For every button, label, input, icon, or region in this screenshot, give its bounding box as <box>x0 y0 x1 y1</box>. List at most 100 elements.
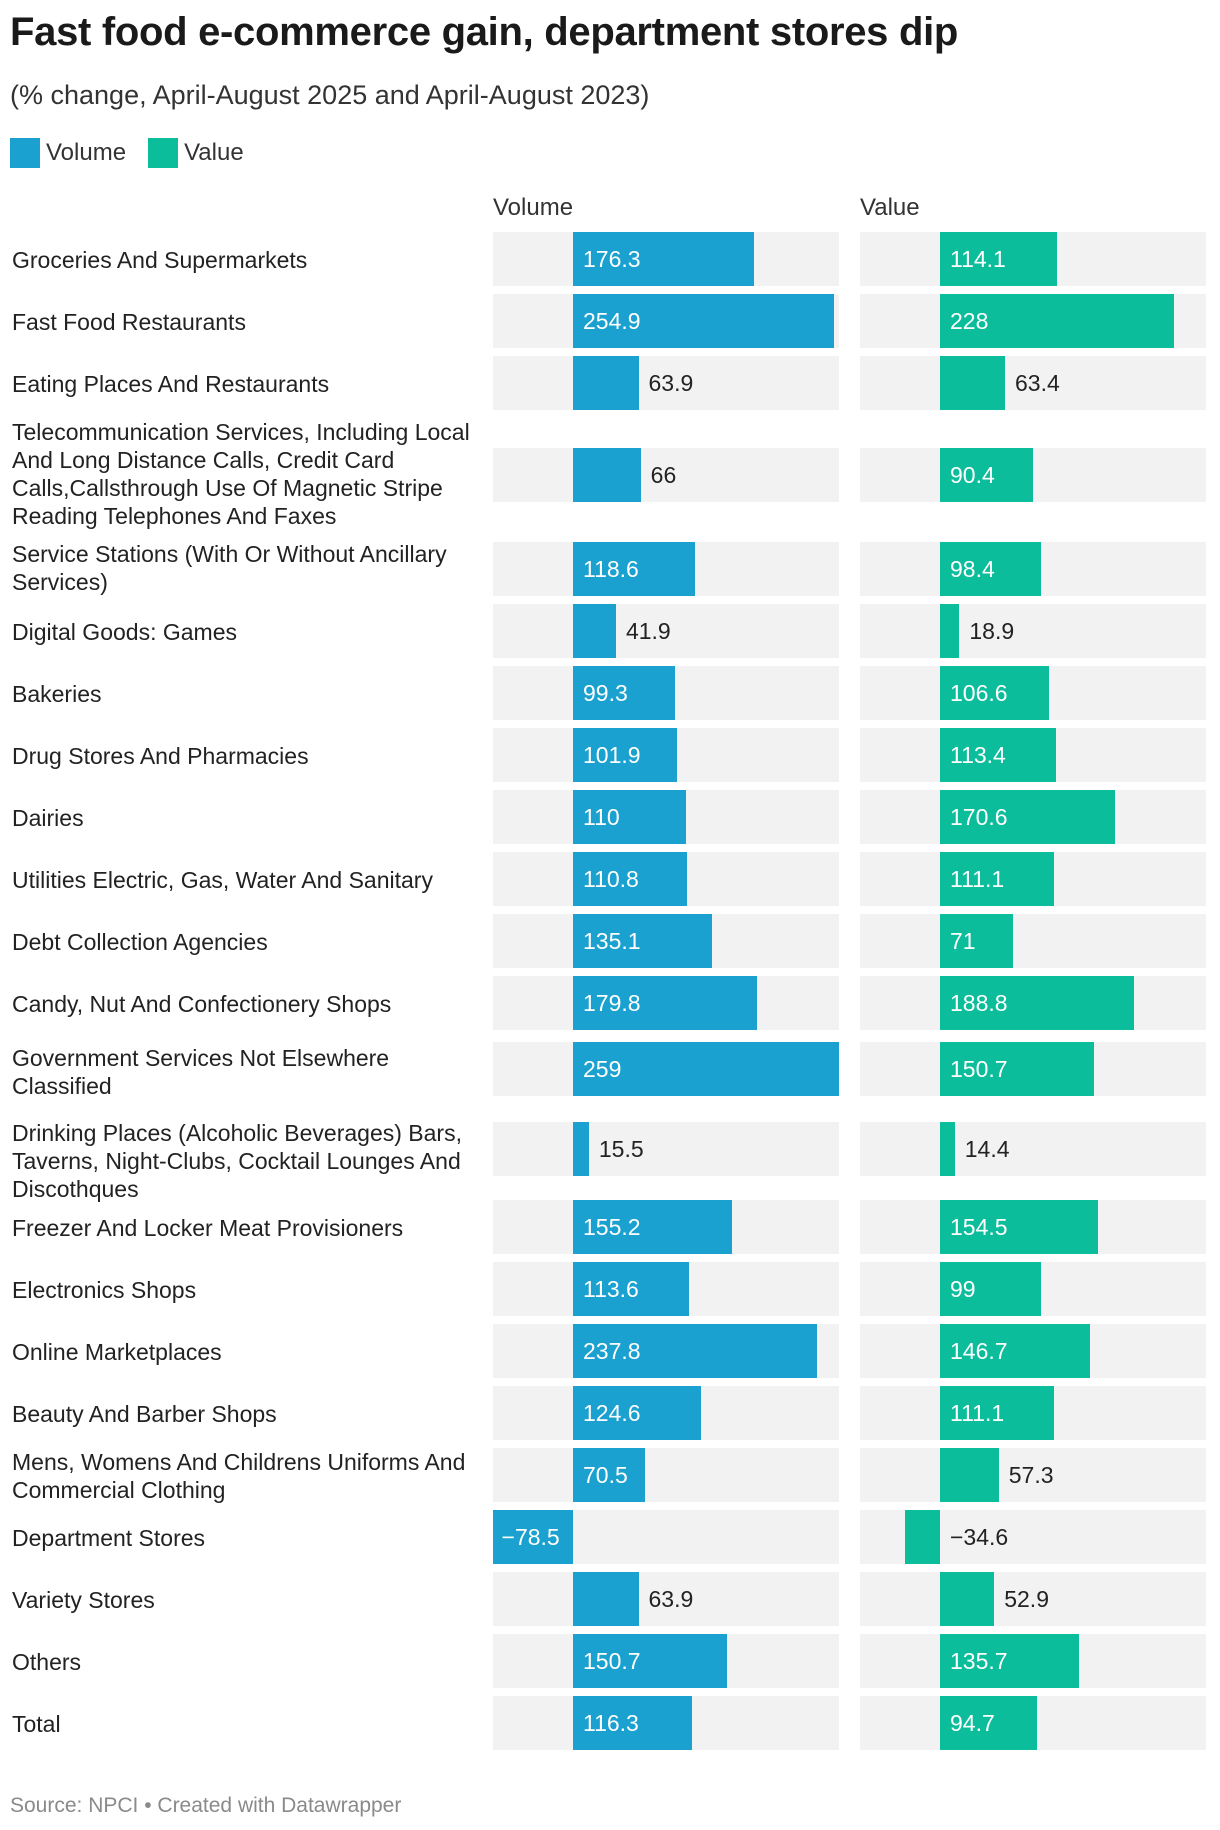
data-label-volume: 101.9 <box>583 742 641 768</box>
bar-volume <box>573 1324 817 1378</box>
bar-volume <box>573 728 678 782</box>
bar-volume <box>573 542 695 596</box>
bar-volume <box>573 914 712 968</box>
category-label: Fast Food Restaurants <box>12 309 246 335</box>
bar-value <box>940 728 1057 782</box>
data-label-volume: 110 <box>583 804 620 830</box>
bar-volume <box>573 976 758 1030</box>
data-label-volume: 116.3 <box>583 1710 639 1736</box>
category-label: Utilities Electric, Gas, Water And Sanit… <box>12 867 433 893</box>
bar-value <box>940 1634 1080 1688</box>
data-label-value: 52.9 <box>1004 1586 1049 1612</box>
column-header-value: Value <box>860 194 920 221</box>
source-note: Source: NPCI • Created with Datawrapper <box>10 1794 402 1817</box>
bar-volume <box>573 1386 701 1440</box>
data-label-volume: 63.9 <box>648 1586 694 1612</box>
bar-track-volume <box>493 1448 839 1502</box>
bar-value <box>940 1696 1038 1750</box>
bar-track-value <box>860 604 1206 658</box>
bar-value <box>940 232 1057 286</box>
bar-value <box>940 356 1005 410</box>
data-label-value: −34.6 <box>950 1524 1009 1550</box>
category-label: Groceries And Supermarkets <box>12 247 308 273</box>
category-label: Eating Places And Restaurants <box>12 371 330 397</box>
bar-chart: Groceries And Supermarkets 176.3 114.1 Fast… <box>12 232 1206 1750</box>
data-label-volume: 254.9 <box>583 308 641 334</box>
data-label-value: 150.7 <box>950 1056 1008 1082</box>
data-label-value: 106.6 <box>950 680 1008 706</box>
bar-track-volume <box>493 356 839 410</box>
data-label-volume: 150.7 <box>583 1648 641 1674</box>
bar-value <box>940 1042 1095 1096</box>
bar-volume <box>573 1200 733 1254</box>
category-label: Bakeries <box>12 681 102 707</box>
legend-item-value: Value <box>148 138 244 168</box>
bar-value <box>940 1324 1091 1378</box>
bar-value <box>940 1200 1099 1254</box>
data-label-volume: 237.8 <box>583 1338 641 1364</box>
data-label-value: 63.4 <box>1014 370 1060 396</box>
bar-value <box>940 1572 995 1626</box>
legend: Volume Value <box>10 138 266 168</box>
bar-volume <box>573 1696 693 1750</box>
bar-track-value <box>860 448 1206 502</box>
data-label-volume: 110.8 <box>583 866 639 892</box>
bar-volume <box>573 356 639 410</box>
data-label-value: 188.8 <box>950 990 1008 1016</box>
column-header-volume: Volume <box>493 194 574 221</box>
bar-volume <box>492 1510 573 1564</box>
bar-track-value <box>860 914 1206 968</box>
data-label-volume: 135.1 <box>583 928 641 954</box>
bar-volume <box>573 294 835 348</box>
data-label-value: 113.4 <box>950 742 1006 768</box>
bar-value <box>940 1262 1042 1316</box>
bar-track-volume <box>493 604 839 658</box>
bar-track-volume <box>493 1122 839 1176</box>
bar-volume <box>573 448 641 502</box>
data-label-value: 71 <box>950 928 976 954</box>
bar-track-value <box>860 1448 1206 1502</box>
data-label-value: 146.7 <box>950 1338 1008 1364</box>
data-label-volume: 124.6 <box>583 1400 641 1426</box>
category-label: Online Marketplaces <box>12 1339 222 1365</box>
category-label: Drinking Places (Alcoholic Beverages) Ba… <box>12 1120 462 1202</box>
bar-volume <box>573 1262 690 1316</box>
bar-volume <box>573 1634 728 1688</box>
category-label: Drug Stores And Pharmacies <box>12 743 309 769</box>
data-label-value: 99 <box>950 1276 976 1302</box>
data-label-value: 111.1 <box>950 866 1005 892</box>
chart-subtitle: (% change, April-August 2025 and April-A… <box>10 80 650 110</box>
data-label-value: 18.9 <box>969 618 1015 644</box>
bar-value <box>940 976 1134 1030</box>
legend-swatch-volume <box>10 138 40 168</box>
bar-volume <box>573 232 754 286</box>
category-label: Variety Stores <box>12 1587 155 1613</box>
legend-swatch-value <box>148 138 179 168</box>
data-label-value: 170.6 <box>950 804 1008 830</box>
data-label-volume: 259 <box>583 1056 622 1082</box>
bar-value <box>940 790 1115 844</box>
legend-item-volume: Volume <box>10 138 126 168</box>
bar-volume <box>573 790 686 844</box>
bar-track-value <box>860 1572 1206 1626</box>
bar-volume <box>573 1448 646 1502</box>
bar-value <box>904 1510 940 1564</box>
data-label-value: 154.5 <box>950 1214 1008 1240</box>
legend-label-volume: Volume <box>46 139 127 166</box>
category-label: Mens, Womens And Childrens Uniforms And … <box>12 1449 466 1503</box>
category-label: Service Stations (With Or Without Ancill… <box>12 541 447 595</box>
data-label-volume: 179.8 <box>583 990 641 1016</box>
category-label: Telecommunication Services, Including Lo… <box>12 419 470 529</box>
bar-value <box>940 1386 1054 1440</box>
category-label: Freezer And Locker Meat Provisioners <box>12 1215 404 1241</box>
data-label-volume: 63.9 <box>648 370 694 396</box>
bar-volume <box>573 1572 639 1626</box>
bar-value <box>940 666 1050 720</box>
data-label-value: 94.7 <box>950 1710 995 1736</box>
data-label-volume: 113.6 <box>583 1276 639 1302</box>
data-label-value: 114.1 <box>950 246 1006 272</box>
data-label-volume: 155.2 <box>583 1214 641 1240</box>
bar-track-volume <box>493 448 839 502</box>
bar-volume <box>573 1042 839 1096</box>
bar-value <box>940 448 1033 502</box>
